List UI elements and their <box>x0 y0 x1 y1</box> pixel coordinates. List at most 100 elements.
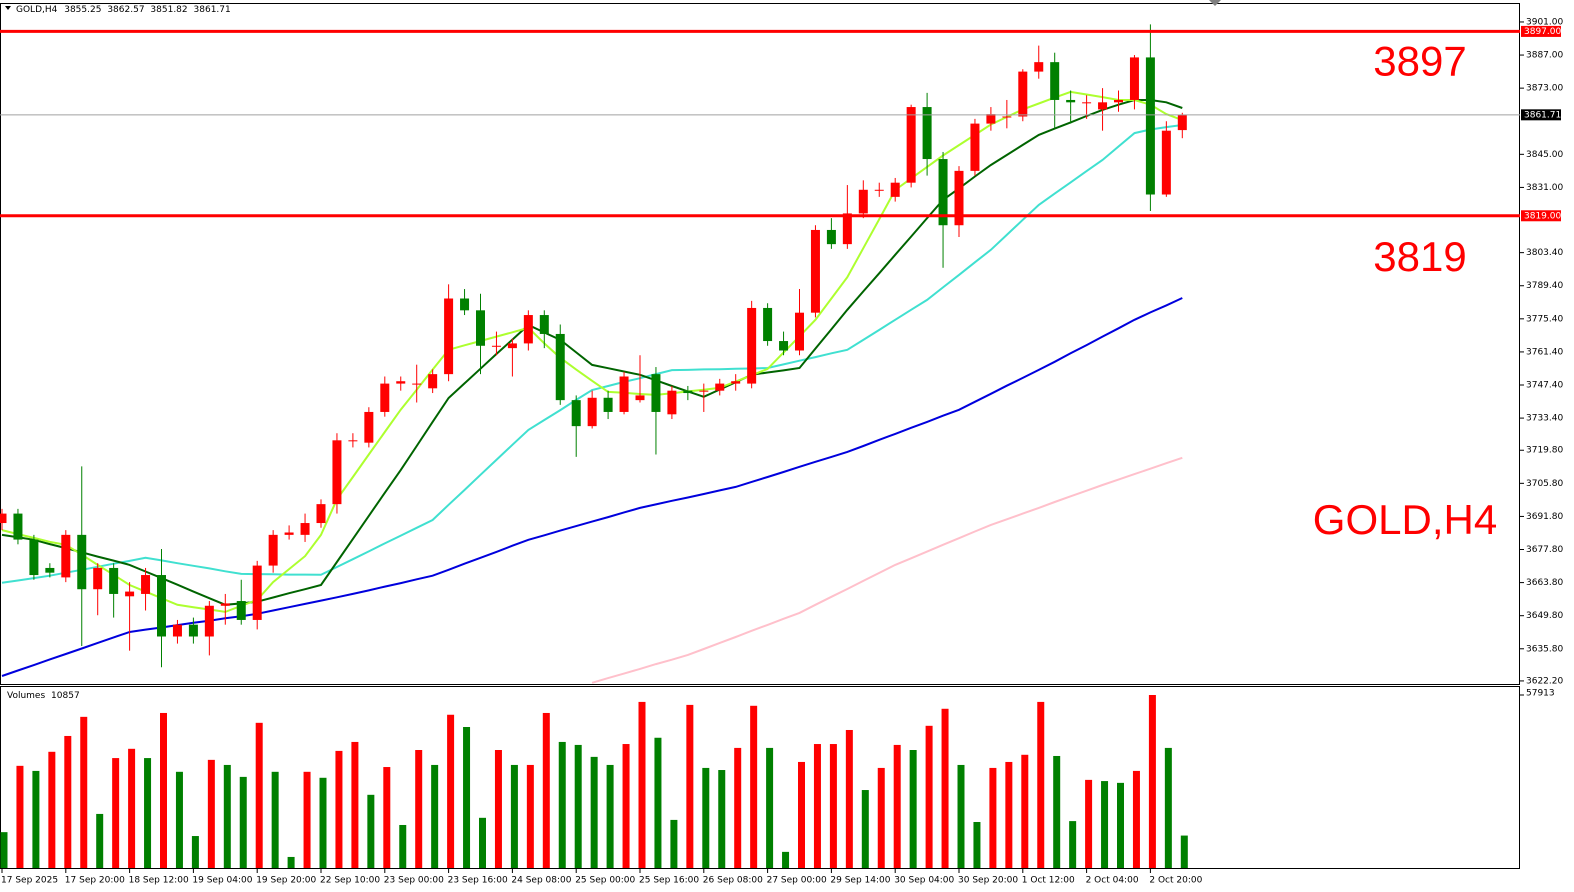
candle-body <box>0 513 7 524</box>
y-tick-label: 3831.00 <box>1526 183 1563 193</box>
volume-bar <box>686 704 694 868</box>
candle-body <box>252 565 262 620</box>
moving-average <box>1 99 1183 606</box>
candle-body <box>555 333 565 401</box>
candle-body <box>444 298 454 375</box>
volume-bar <box>1085 779 1093 868</box>
candle-body <box>460 298 470 311</box>
volume-bar <box>606 764 614 868</box>
y-tick-label: 3901.00 <box>1526 17 1563 27</box>
candle-body <box>779 341 789 351</box>
candle-body <box>571 400 581 427</box>
volume-bar <box>207 759 215 868</box>
level-tag <box>1521 210 1561 222</box>
volume-bar <box>494 750 502 868</box>
candle-body <box>667 390 677 415</box>
candle-body <box>763 307 773 342</box>
y-tick-label: 3705.80 <box>1526 479 1563 489</box>
volume-label: Volumes <box>7 691 45 701</box>
candle-body <box>220 603 230 606</box>
candle-body <box>1034 62 1044 72</box>
x-tick-label: 24 Sep 08:00 <box>511 876 571 886</box>
candle-body <box>77 534 87 590</box>
volume-bar <box>367 794 375 868</box>
candle-body <box>699 390 709 392</box>
candle-body <box>1098 102 1108 110</box>
candle-body <box>603 397 613 412</box>
header-icon <box>5 6 11 10</box>
candle-body <box>125 591 135 597</box>
chart-header: GOLD,H4 3855.25 3862.57 3851.82 3861.71 <box>16 5 231 15</box>
volume-bar <box>510 764 518 868</box>
candle-body <box>683 390 693 394</box>
x-tick-label: 27 Sep 00:00 <box>767 876 827 886</box>
header-close: 3861.71 <box>194 5 231 15</box>
volume-bar <box>989 767 997 868</box>
candle-body <box>890 182 900 197</box>
volume-bar <box>447 714 455 868</box>
volume-bar <box>303 771 311 868</box>
volume-bar <box>542 712 550 868</box>
candle-body <box>109 567 119 594</box>
x-tick-label: 25 Sep 16:00 <box>639 876 699 886</box>
header-low: 3851.82 <box>150 5 187 15</box>
candle-body <box>986 114 996 124</box>
candle-body <box>428 374 438 389</box>
x-tick-label: 26 Sep 08:00 <box>703 876 763 886</box>
x-tick-label: 23 Sep 00:00 <box>384 876 444 886</box>
volume-bar <box>558 741 566 868</box>
level-tag-label: 3897.00 <box>1524 27 1561 37</box>
candle-body <box>635 395 645 401</box>
volume-bar <box>1180 835 1188 868</box>
y-tick-label: 3719.80 <box>1526 446 1563 456</box>
volume-bar <box>734 747 742 868</box>
volume-bar <box>813 744 821 868</box>
x-tick-label: 17 Sep 2025 <box>1 876 58 886</box>
y-tick-label: 3775.40 <box>1526 314 1563 324</box>
candle-body <box>795 312 804 351</box>
candle-body <box>1145 57 1155 195</box>
candle-body <box>300 523 310 535</box>
volume-bar <box>1037 701 1045 868</box>
volume-bar <box>32 770 40 868</box>
volume-bar <box>0 832 8 868</box>
volume-bar <box>861 790 869 868</box>
volume-bar <box>526 764 534 868</box>
volume-bar <box>271 771 279 868</box>
volume-bar <box>1101 781 1109 868</box>
x-tick-label: 2 Oct 20:00 <box>1149 876 1202 886</box>
candle-body <box>316 504 326 524</box>
volume-bar <box>239 776 247 868</box>
volume-bar <box>1053 755 1061 868</box>
y-tick-label: 3873.00 <box>1526 84 1563 94</box>
volume-bar <box>941 708 949 868</box>
candle-body <box>284 532 294 535</box>
volume-bar <box>255 722 263 868</box>
candle-body <box>619 376 629 412</box>
current-price-label: 3861.71 <box>1524 110 1561 120</box>
moving-average <box>1 90 1183 613</box>
candle-body <box>1082 102 1092 104</box>
volume-bar <box>80 716 88 868</box>
volume-bar <box>702 767 710 868</box>
candle-body <box>364 411 374 443</box>
volume-bar <box>1132 770 1140 868</box>
candle-body <box>970 123 980 171</box>
candle-body <box>858 189 868 214</box>
volume-bar <box>1164 747 1172 868</box>
volume-bar <box>463 727 471 868</box>
y-tick-label: 3761.40 <box>1526 347 1563 357</box>
candle-body <box>61 534 71 578</box>
volume-bar <box>1021 754 1029 868</box>
candle-body <box>842 213 852 245</box>
volume-bar <box>957 764 965 868</box>
volume-bar <box>973 821 981 868</box>
volume-bar <box>64 735 72 868</box>
candle-body <box>507 343 517 349</box>
volume-bar <box>96 813 104 868</box>
volume-bar <box>191 836 199 868</box>
level-annotation: 3897 <box>1373 38 1466 85</box>
volume-bar <box>335 750 343 868</box>
